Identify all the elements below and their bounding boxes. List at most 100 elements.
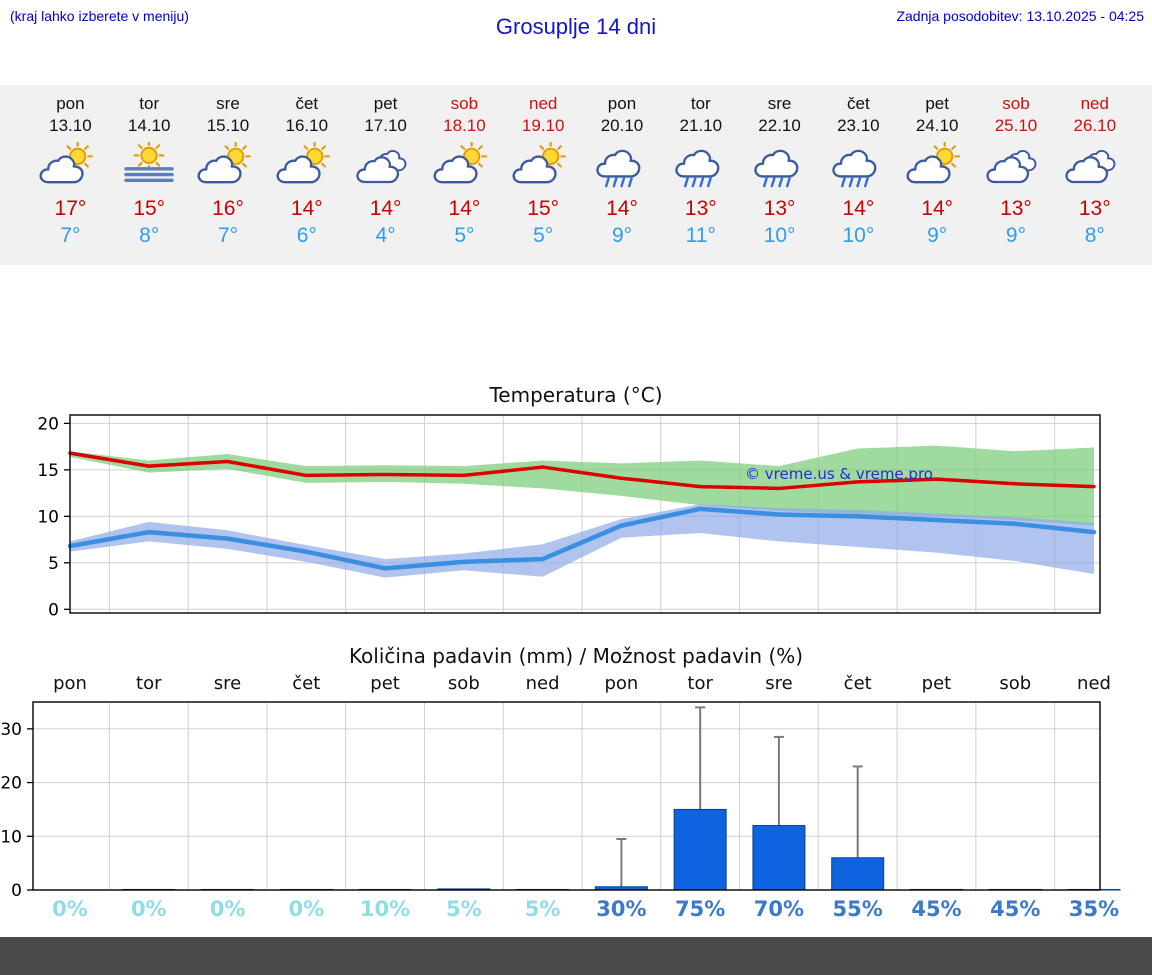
precip-bar [831, 857, 885, 891]
precip-bar [673, 808, 727, 891]
probability-labels: 0% 0% 0% 0% 10% 5% 5% 30% 75% 70% 55% 45% 45% 35% [52, 897, 1119, 921]
weather-icon-cloudy [1064, 142, 1126, 188]
temp-max: 14° [606, 197, 638, 221]
temp-max: 13° [763, 197, 796, 221]
day-column-17.10: pet 17.10 14° 4° [346, 85, 425, 265]
day-labels: pon tor sre čet pet sob ned pon tor sre čet pet sob n… [53, 673, 1111, 694]
weather-icon-partly-cloudy [197, 142, 259, 188]
temp-min: 8° [139, 224, 160, 248]
temp-min: 4° [375, 224, 396, 248]
plot-border [32, 701, 1101, 891]
day-date: 24.10 [915, 116, 959, 136]
day-date: 21.10 [679, 116, 723, 136]
max-temperature-line [68, 451, 1096, 491]
day-column-23.10: čet 23.10 14° 10° [819, 85, 898, 265]
day-column-15.10: sre 15.10 16° 7° [189, 85, 268, 265]
day-label: pet [370, 673, 400, 694]
temp-max: 17° [54, 197, 87, 221]
temp-max: 13° [1000, 197, 1032, 221]
day-date: 14.10 [127, 116, 171, 136]
probability-label: 0% [131, 897, 167, 921]
day-label: ned [526, 673, 560, 694]
temp-max: 14° [842, 197, 875, 221]
weather-icon-rain [591, 142, 653, 188]
temperature-chart: 0 5 10 15 20 © vreme.us & vreme.pro [37, 414, 1101, 620]
day-date: 13.10 [49, 116, 92, 136]
temp-min: 5° [533, 224, 554, 248]
y-axis: 0 10 20 30 [0, 720, 33, 901]
temp-max: 13° [1078, 197, 1111, 221]
probability-label: 10% [360, 897, 410, 921]
probability-label: 0% [52, 897, 88, 921]
day-name: sob [450, 94, 479, 113]
day-date: 15.10 [206, 116, 250, 136]
temperature-chart-title: Temperatura (°C) [489, 383, 663, 407]
weather-icon-rain [670, 142, 732, 188]
day-name: pet [373, 94, 398, 113]
day-date: 26.10 [1073, 116, 1117, 136]
day-name: pon [56, 94, 85, 113]
day-label: ned [1077, 673, 1111, 694]
day-column-16.10: čet 16.10 14° 6° [267, 85, 346, 265]
day-date: 22.10 [758, 116, 801, 136]
day-date: 19.10 [521, 116, 565, 136]
y-tick-label: 20 [0, 774, 22, 794]
day-label: čet [292, 673, 320, 694]
y-tick-label: 0 [48, 600, 59, 620]
temp-max: 14° [290, 197, 323, 221]
day-label: sre [765, 673, 792, 694]
weather-icon-cloudy [985, 142, 1047, 188]
probability-label: 5% [446, 897, 482, 921]
weather-icon-rain [827, 142, 889, 188]
day-column-19.10: ned 19.10 15° 5° [504, 85, 583, 265]
probability-label: 55% [833, 897, 883, 921]
temp-min: 9° [927, 224, 948, 248]
day-name: pet [925, 94, 949, 113]
day-column-18.10: sob 18.10 14° 5° [425, 85, 504, 265]
day-date: 17.10 [364, 116, 407, 136]
plot-border [69, 414, 1101, 614]
y-tick-label: 10 [0, 827, 22, 847]
temp-min: 9° [1005, 224, 1026, 248]
header: (kraj lahko izberete v meniju) Grosuplje… [0, 0, 1152, 60]
temp-max: 16° [212, 197, 244, 221]
uncertainty-band-max-temp-range [70, 445, 1094, 526]
weather-icon-cloudy [355, 142, 417, 188]
day-column-22.10: sre 22.10 13° 10° [740, 85, 819, 265]
y-tick-label: 15 [37, 461, 59, 481]
day-label: tor [136, 673, 162, 694]
location-menu-note: (kraj lahko izberete v meniju) [10, 8, 189, 24]
plot-area [33, 702, 1100, 890]
probability-label: 75% [675, 897, 725, 921]
day-date: 16.10 [285, 116, 329, 136]
precipitation-chart: pon tor sre čet pet sob ned pon tor sre čet pet sob n… [0, 673, 1121, 921]
day-name: tor [139, 94, 160, 113]
day-label: pon [604, 673, 638, 694]
day-name: čet [847, 94, 870, 113]
min-temperature-line [67, 506, 1097, 571]
temp-max: 14° [448, 197, 481, 221]
day-label: sob [448, 673, 480, 694]
y-axis: 0 5 10 15 20 [37, 414, 70, 620]
day-column-21.10: tor 21.10 13° 11° [661, 85, 740, 265]
day-name: sre [767, 94, 792, 113]
footer-bar [0, 937, 1152, 975]
y-tick-label: 30 [0, 720, 22, 740]
probability-label: 35% [1069, 897, 1119, 921]
day-date: 20.10 [600, 116, 644, 136]
probability-label: 0% [210, 897, 246, 921]
temp-min: 11° [685, 224, 716, 248]
day-label: tor [687, 673, 713, 694]
weather-icon-partly-cloudy [906, 142, 968, 188]
last-update-text: Zadnja posodobitev: 13.10.2025 - 04:25 [896, 8, 1144, 24]
weather-icon-partly-cloudy [276, 142, 338, 188]
watermark: © vreme.us & vreme.pro [745, 465, 933, 483]
day-name: sob [1002, 94, 1030, 113]
day-date: 18.10 [443, 116, 486, 136]
weather-icon-partly-cloudy [39, 142, 101, 188]
page-title: Grosuplje 14 dni [495, 14, 657, 39]
temp-min: 9° [611, 224, 633, 248]
day-date: 23.10 [837, 116, 880, 136]
precipitation-chart-title: Količina padavin (mm) / Možnost padavin … [348, 644, 804, 668]
day-label: sre [214, 673, 241, 694]
